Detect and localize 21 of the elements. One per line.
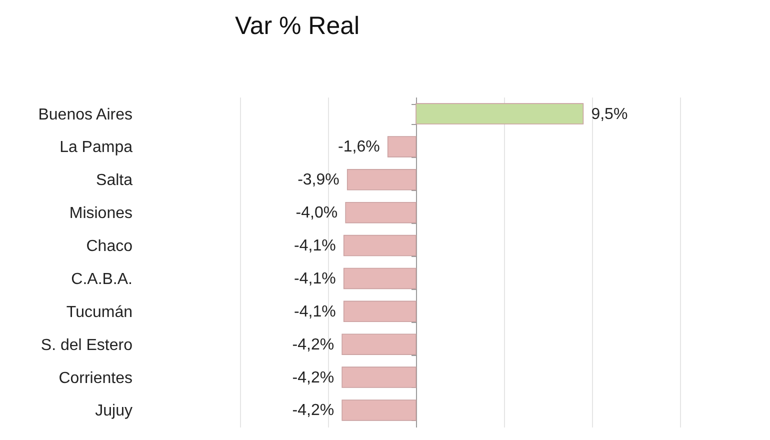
y-tick-label: La Pampa (60, 139, 133, 156)
data-label: -1,6% (338, 138, 380, 156)
data-label: -4,2% (292, 369, 334, 386)
data-label: -4,1% (294, 303, 336, 320)
y-tick-label: C.A.B.A. (71, 270, 132, 288)
y-tick-label: Salta (96, 172, 133, 190)
y-tick-label: Chaco (86, 238, 133, 256)
data-label: -4,1% (294, 270, 336, 288)
data-label: -4,1% (294, 238, 336, 255)
y-tick-label: Misiones (69, 205, 132, 222)
chart-title: Var % Real (235, 12, 360, 40)
y-tick-label: Buenos Aires (38, 106, 132, 124)
y-tick-label: Jujuy (95, 402, 132, 420)
data-label: -4,2% (292, 402, 334, 420)
data-label: -4,0% (296, 204, 338, 222)
y-tick-label: Corrientes (58, 370, 132, 387)
data-label: -4,2% (292, 336, 334, 354)
data-label: 9,5% (591, 106, 628, 123)
y-tick-label: S. del Estero (40, 336, 133, 354)
y-tick-label: Tucumán (66, 304, 132, 321)
data-label: -3,9% (298, 172, 340, 189)
